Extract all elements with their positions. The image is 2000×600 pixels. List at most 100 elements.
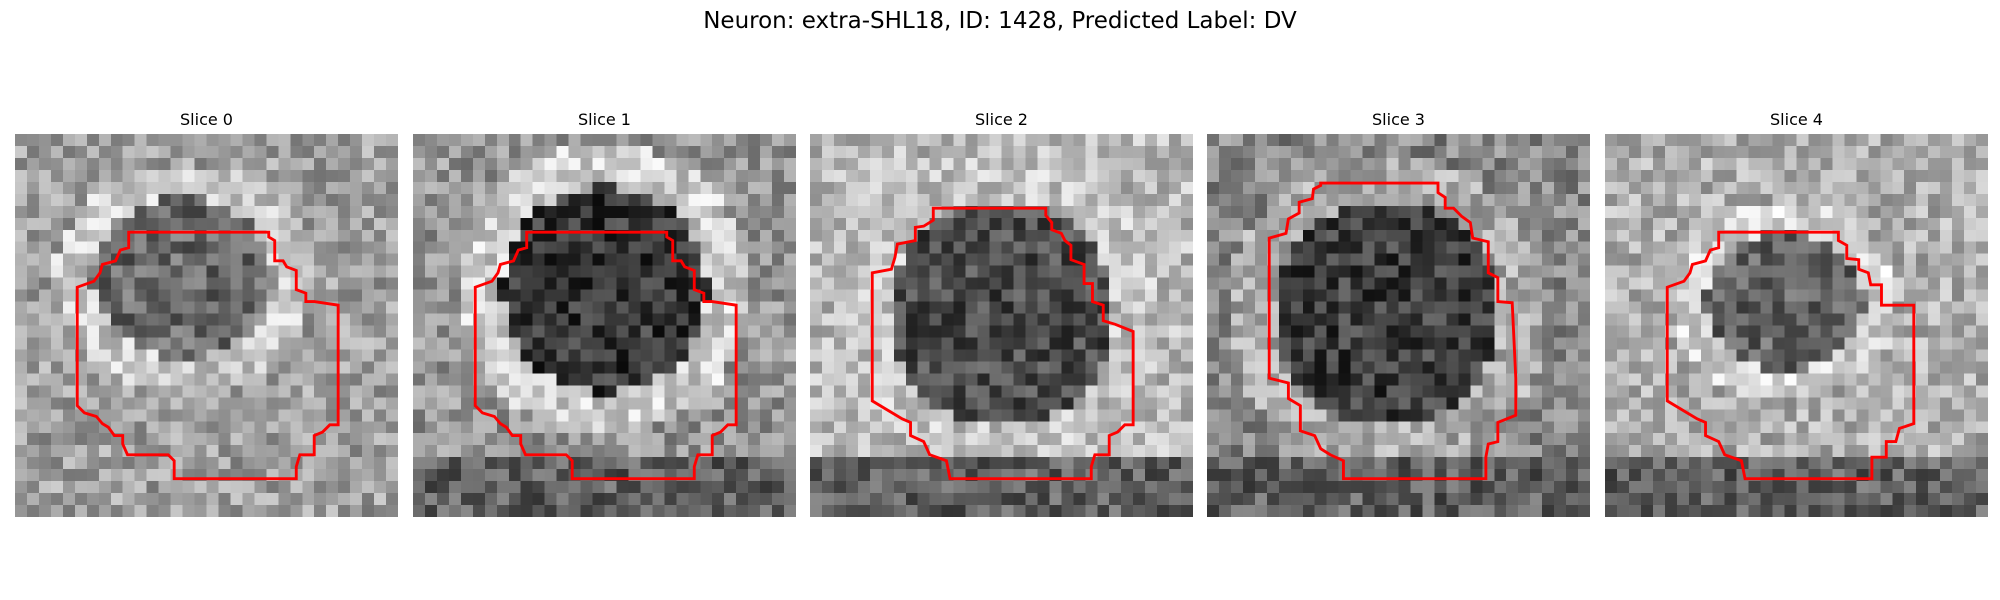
image-pixel (158, 313, 171, 326)
image-pixel (1808, 265, 1821, 278)
image-pixel (1506, 481, 1519, 494)
image-pixel (821, 445, 835, 458)
image-pixel (1892, 205, 1905, 219)
image-pixel (628, 385, 641, 398)
image-pixel (1218, 253, 1232, 266)
image-pixel (760, 409, 773, 422)
image-pixel (424, 397, 438, 410)
image-pixel (436, 217, 450, 230)
image-pixel (652, 409, 665, 422)
image-pixel (338, 217, 351, 230)
image-pixel (1061, 349, 1074, 362)
image-pixel (772, 193, 785, 207)
image-pixel (170, 205, 183, 219)
image-pixel (1676, 193, 1690, 207)
image-pixel (326, 457, 339, 470)
image-pixel (1398, 337, 1411, 350)
image-pixel (724, 265, 737, 278)
image-pixel (1712, 134, 1725, 147)
image-pixel (326, 253, 339, 266)
image-pixel (134, 217, 147, 230)
image-pixel (1832, 361, 1845, 374)
image-pixel (484, 157, 498, 171)
image-pixel (1157, 265, 1170, 278)
image-pixel (1554, 349, 1567, 362)
image-pixel (1772, 277, 1785, 290)
image-pixel (700, 145, 713, 159)
image-pixel (941, 217, 954, 230)
image-pixel (821, 313, 835, 326)
image-pixel (386, 493, 398, 506)
image-pixel (1892, 253, 1905, 266)
image-pixel (881, 301, 895, 314)
image-pixel (748, 277, 761, 290)
image-pixel (1964, 229, 1977, 242)
image-pixel (1410, 481, 1423, 494)
image-pixel (688, 337, 701, 350)
image-pixel (230, 337, 243, 350)
image-pixel (1266, 409, 1280, 422)
image-pixel (158, 265, 171, 278)
image-pixel (350, 409, 363, 422)
image-pixel (1073, 373, 1086, 386)
image-pixel (1628, 277, 1642, 290)
image-pixel (748, 469, 761, 482)
image-pixel (1001, 325, 1014, 338)
image-pixel (1025, 277, 1038, 290)
image-pixel (1121, 265, 1134, 278)
image-pixel (1542, 445, 1555, 458)
image-pixel (374, 505, 387, 517)
image-pixel (206, 337, 219, 350)
image-pixel (134, 397, 147, 410)
image-pixel (1554, 289, 1567, 302)
image-pixel (1446, 337, 1459, 350)
image-pixel (86, 313, 100, 326)
image-pixel (1964, 313, 1977, 326)
image-pixel (1748, 385, 1761, 398)
image-pixel (1085, 134, 1098, 147)
image-pixel (592, 241, 605, 254)
image-pixel (1916, 217, 1929, 230)
image-pixel (1181, 229, 1193, 242)
image-pixel (1940, 421, 1953, 434)
image-pixel (1530, 277, 1543, 290)
image-pixel (98, 385, 111, 398)
image-pixel (290, 229, 303, 242)
image-pixel (941, 181, 954, 195)
image-pixel (302, 241, 315, 254)
image-pixel (1386, 349, 1399, 362)
image-pixel (1001, 134, 1014, 147)
image-pixel (448, 193, 462, 207)
image-pixel (1278, 157, 1292, 171)
image-pixel (266, 289, 279, 302)
image-pixel (1664, 457, 1678, 470)
image-pixel (810, 289, 823, 302)
image-pixel (424, 145, 438, 159)
image-pixel (1434, 325, 1447, 338)
image-pixel (857, 277, 871, 290)
image-pixel (833, 301, 847, 314)
image-pixel (1085, 217, 1098, 230)
image-pixel (544, 493, 557, 506)
image-pixel (182, 193, 195, 207)
image-pixel (26, 445, 40, 458)
image-pixel (1868, 433, 1881, 446)
image-pixel (1386, 229, 1399, 242)
image-pixel (98, 134, 111, 147)
image-pixel (134, 457, 147, 470)
image-pixel (1530, 229, 1543, 242)
image-pixel (700, 253, 713, 266)
image-pixel (845, 397, 859, 410)
image-pixel (1605, 253, 1618, 266)
image-pixel (1700, 313, 1713, 326)
image-pixel (1868, 265, 1881, 278)
image-pixel (1145, 313, 1158, 326)
image-pixel (1207, 325, 1220, 338)
image-pixel (810, 145, 823, 159)
image-pixel (1073, 421, 1086, 434)
image-pixel (664, 169, 677, 183)
image-pixel (1976, 277, 1988, 290)
image-pixel (1133, 361, 1146, 374)
image-pixel (484, 337, 498, 350)
image-pixel (1097, 421, 1110, 434)
